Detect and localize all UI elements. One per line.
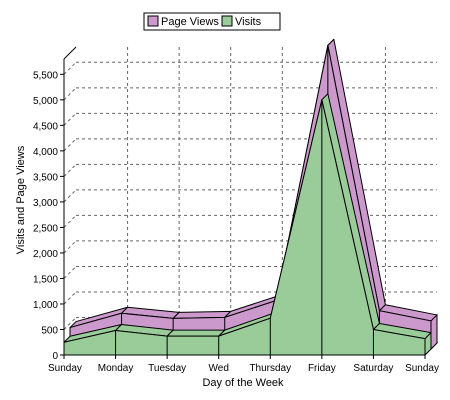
y-gridline-side [63, 61, 77, 75]
visits-dividers [115, 99, 374, 355]
x-tick-label: Sunday [48, 363, 82, 374]
y-axis-label: Visits and Page Views [15, 145, 27, 254]
y-gridline-side [63, 189, 77, 203]
x-tick-label: Thursday [249, 363, 291, 374]
series-visits [63, 93, 432, 357]
y-tick-label: 3,500 [33, 172, 58, 183]
y-gridline-side [63, 164, 77, 177]
y-tick-label: 4,500 [33, 121, 58, 132]
axes [63, 46, 425, 356]
y-axis-top-edge [63, 46, 77, 60]
visits-end-face [424, 331, 432, 357]
x-tick-label: Tuesday [148, 363, 186, 374]
legend-swatch-visits [221, 15, 233, 27]
y-tick-label: 4,000 [33, 147, 58, 158]
x-tick-label: Friday [308, 363, 336, 374]
y-gridline-side [63, 291, 77, 305]
y-tick-labels: 0 500 1,000 1,500 2,000 2,500 3,000 3,500 4,000 4… [33, 70, 64, 362]
x-tick-label: Wed [209, 363, 229, 374]
x-tick-label: Monday [98, 363, 134, 374]
y-tick-label: 1,000 [33, 300, 58, 311]
y-tick-label: 3,000 [33, 198, 58, 209]
y-tick-label: 2,500 [33, 223, 58, 234]
y-tick-label: 1,500 [33, 274, 58, 285]
y-gridline-side [63, 215, 77, 228]
visits-top-face [166, 329, 226, 337]
y-tick-label: 500 [41, 325, 58, 336]
legend-box [143, 12, 281, 31]
y-gridline-side [63, 112, 77, 126]
x-tick-label: Sunday [405, 363, 439, 374]
x-axis-label: Day of the Week [202, 377, 284, 389]
x-tick-labels: Sunday Monday Tuesday Wed Thursday Friday Satu… [48, 355, 439, 374]
x-tick-label: Saturday [353, 363, 393, 374]
y-tick-label: 5,500 [33, 70, 58, 81]
legend-label-page-views: Page Views [161, 16, 219, 28]
y-tick-label: 2,000 [33, 249, 58, 260]
y-gridline-side [63, 138, 77, 152]
y-gridline-side [63, 266, 77, 279]
legend-label-visits: Visits [235, 16, 262, 28]
y-gridline-side [63, 240, 77, 254]
legend: Page Views Visits [143, 12, 281, 31]
y-tick-label: 0 [52, 351, 58, 362]
page-views-end-face [430, 313, 438, 351]
y-gridline-side [63, 87, 77, 101]
legend-swatch-page-views [147, 15, 159, 27]
y-gridline-side [63, 317, 77, 330]
series-layer [63, 38, 438, 357]
y-tick-label: 5,000 [33, 96, 58, 107]
